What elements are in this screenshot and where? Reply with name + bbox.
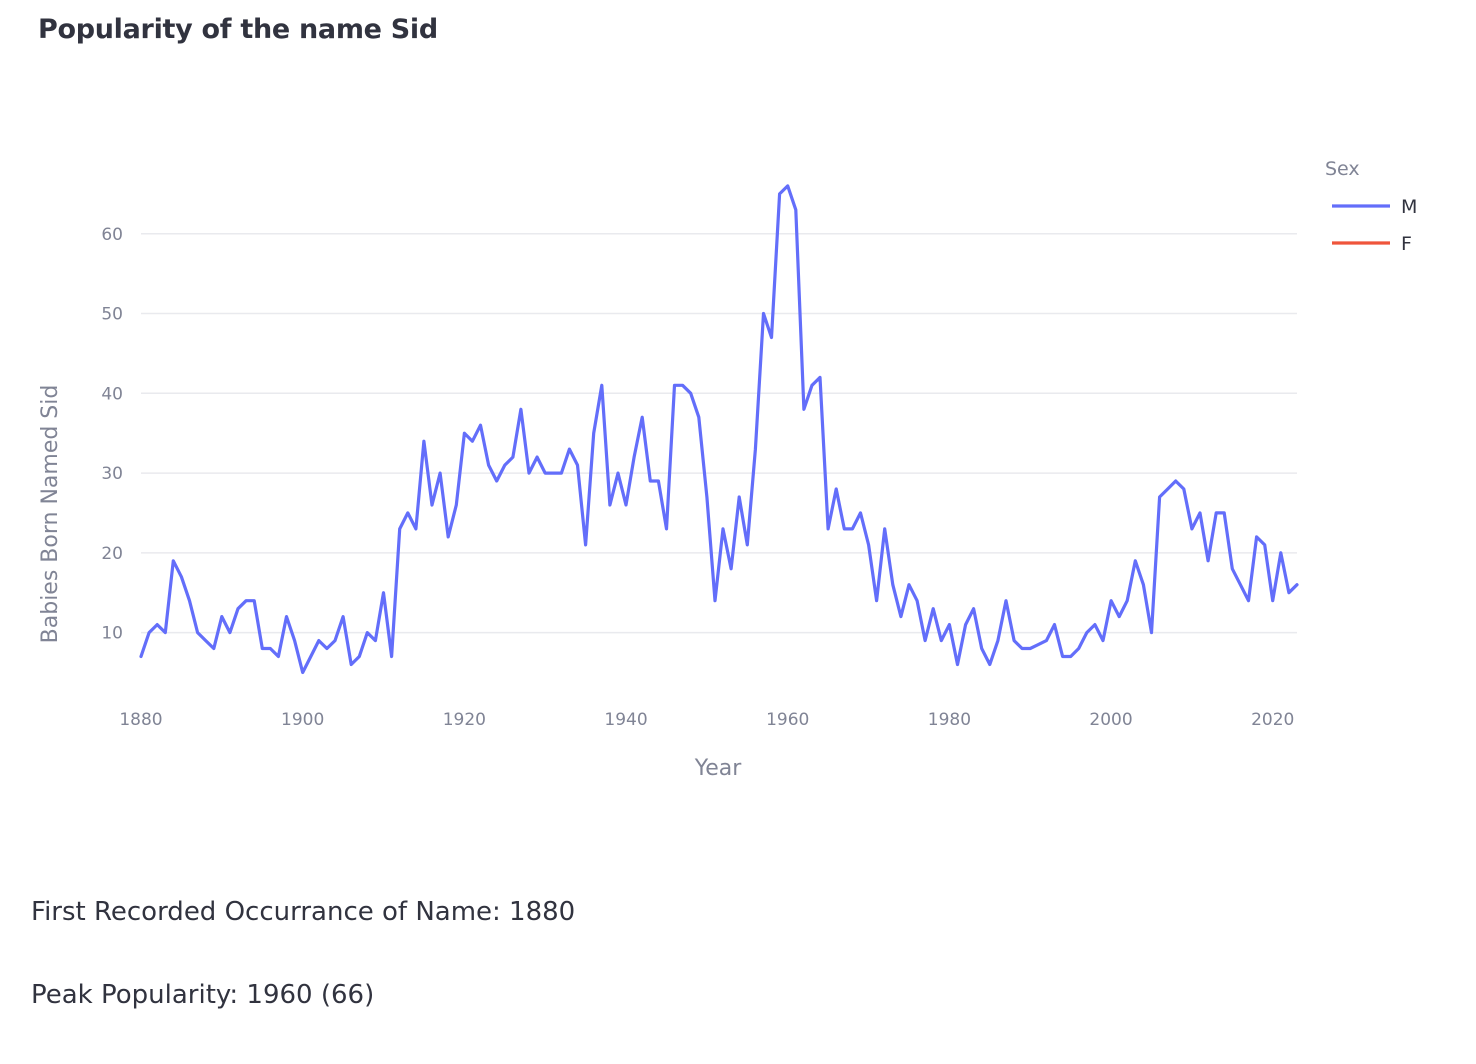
x-tick-labels: 1880 1900 1920 1940 1960 1980 2000 2020 — [119, 710, 1294, 730]
series-line-m — [139, 184, 1299, 675]
y-tick-label: 30 — [101, 464, 123, 484]
x-tick-label: 2020 — [1251, 710, 1294, 730]
page-title: Popularity of the name Sid — [38, 14, 438, 45]
y-tick-label: 60 — [101, 225, 123, 245]
y-tick-label: 10 — [101, 624, 123, 644]
legend-label-m: M — [1401, 196, 1417, 218]
x-tick-label: 1900 — [281, 710, 324, 730]
x-tick-label: 1920 — [443, 710, 486, 730]
y-tick-label: 50 — [101, 305, 123, 325]
y-tick-labels: 10 20 30 40 50 60 — [101, 225, 123, 644]
legend-label-f: F — [1401, 233, 1412, 255]
y-axis-title: Babies Born Named Sid — [38, 385, 63, 644]
legend: Sex MF — [1325, 158, 1417, 255]
x-tick-label: 1960 — [766, 710, 809, 730]
x-axis-title: Year — [694, 756, 743, 781]
y-tick-label: 20 — [101, 544, 123, 564]
popularity-line-chart: 10 20 30 40 50 60 1880 1900 1920 1940 1960 1980 200… — [38, 158, 1417, 781]
x-tick-label: 2000 — [1089, 710, 1132, 730]
x-tick-label: 1880 — [119, 710, 162, 730]
x-tick-label: 1980 — [928, 710, 971, 730]
series-lines — [139, 184, 1299, 675]
first-occurrence-text: First Recorded Occurrance of Name: 1880 — [31, 897, 576, 927]
x-tick-label: 1940 — [604, 710, 647, 730]
legend-title: Sex — [1325, 158, 1360, 180]
y-tick-label: 40 — [101, 384, 123, 404]
peak-popularity-text: Peak Popularity: 1960 (66) — [31, 980, 375, 1010]
